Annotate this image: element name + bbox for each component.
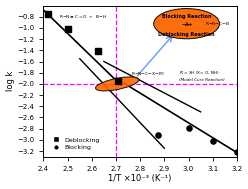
Text: R$-$N$\equiv$C$=$O  +  B$-$H: R$-$N$\equiv$C$=$O + B$-$H [59,13,107,20]
Legend: Deblocking, Blocking: Deblocking, Blocking [47,134,103,153]
Point [117,80,121,83]
Point [96,50,100,53]
Point [46,12,50,15]
Text: $\longrightarrow$: $\longrightarrow$ [180,22,193,28]
Text: Blocking Reaction: Blocking Reaction [162,14,211,19]
X-axis label: 1/T ×10⁻³ (K⁻¹): 1/T ×10⁻³ (K⁻¹) [108,174,172,184]
Ellipse shape [154,9,219,39]
Point [186,126,190,129]
Y-axis label: log k: log k [5,71,15,91]
Point [117,80,121,83]
Text: (Model Cure Reaction): (Model Cure Reaction) [179,78,225,82]
Ellipse shape [95,77,139,91]
Text: R$-$N$-$C$-$B: R$-$N$-$C$-$B [205,20,230,27]
Text: $\Delta$: $\Delta$ [184,20,189,28]
Text: Deblocking Reaction: Deblocking Reaction [158,32,215,37]
Point [66,28,70,31]
Text: R$-$N$-$C$-$X$-$R\': R$-$N$-$C$-$X$-$R\' [130,70,165,77]
Point [211,139,215,143]
Point [156,134,160,137]
Point [235,151,239,154]
Text: R'$=$XH (X= O, NH): R'$=$XH (X= O, NH) [179,69,219,76]
